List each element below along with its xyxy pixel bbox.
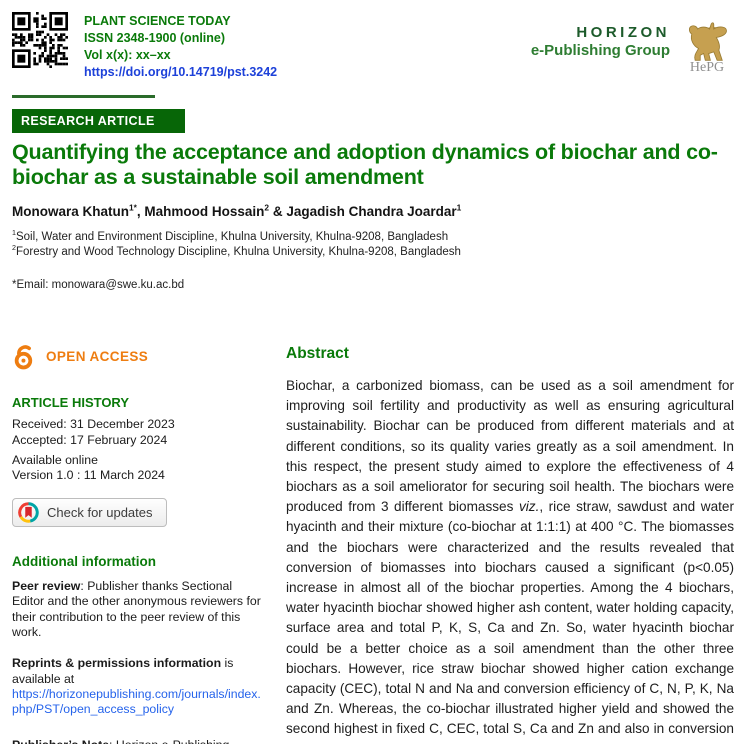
article-history-heading: ARTICLE HISTORY	[12, 395, 130, 410]
qr-code-icon	[12, 12, 68, 68]
abstract-body: Biochar, a carbonized biomass, can be us…	[286, 378, 734, 744]
article-meta-sidebar: OPEN ACCESS ARTICLE HISTORY Received: 31…	[12, 343, 264, 744]
affiliation-2: 2Forestry and Wood Technology Discipline…	[12, 244, 461, 258]
publisher-name-line1: HORIZON	[576, 24, 670, 41]
accepted-date: Accepted: 17 February 2024	[12, 432, 168, 447]
additional-information-heading: Additional information	[12, 553, 156, 569]
publisher-name: HORIZON e-Publishing Group	[531, 18, 670, 60]
journal-volume: Vol x(x): xx–xx	[84, 48, 171, 62]
crossmark-icon	[18, 502, 39, 524]
authors-line: Monowara Khatun1*, Mahmood Hossain2 & Ja…	[12, 202, 462, 219]
peer-review-note: Peer review: Publisher thanks Sectional …	[12, 579, 261, 639]
open-access-label: OPEN ACCESS	[46, 348, 149, 364]
available-online-label: Available online	[12, 452, 98, 467]
version-date: Version 1.0 : 11 March 2024	[12, 468, 165, 483]
publisher-logo: HePG	[680, 18, 734, 75]
content-columns: OPEN ACCESS ARTICLE HISTORY Received: 31…	[12, 343, 734, 744]
received-date: Received: 31 December 2023	[12, 417, 175, 432]
open-access-lock-icon	[14, 345, 33, 370]
additional-information: Additional information Peer review: Publ…	[12, 554, 264, 744]
article-type-badge: RESEARCH ARTICLE	[12, 109, 185, 133]
article-title: Quantifying the acceptance and adoption …	[12, 140, 718, 189]
abstract-section: Abstract Biochar, a carbonized biomass, …	[286, 343, 734, 744]
check-for-updates-button[interactable]: Check for updates	[12, 498, 167, 528]
griffin-logo-icon	[688, 22, 727, 61]
hyperlink[interactable]: https://horizonepublishing.com/journals/…	[12, 686, 261, 717]
publisher-logo-caption: HePG	[689, 60, 725, 75]
page-header: PLANT SCIENCE TODAY ISSN 2348-1900 (onli…	[12, 0, 734, 81]
publishers-note: Publisher’s Note: Horizon e-Publishing G…	[12, 738, 264, 744]
check-for-updates-label: Check for updates	[47, 505, 153, 521]
abstract-heading: Abstract	[286, 345, 349, 362]
doi-link[interactable]: https://doi.org/10.14719/pst.3242	[84, 65, 278, 79]
header-divider	[12, 95, 155, 98]
publisher-name-line2: e-Publishing Group	[530, 42, 670, 59]
journal-info: PLANT SCIENCE TODAY ISSN 2348-1900 (onli…	[84, 12, 277, 81]
corresponding-email: *Email: monowara@swe.ku.ac.bd	[12, 279, 185, 291]
journal-issn: ISSN 2348-1900 (online)	[84, 31, 226, 45]
affiliation-1: 1Soil, Water and Environment Discipline,…	[12, 229, 449, 243]
open-access-row: OPEN ACCESS	[12, 343, 264, 370]
publisher-block: HORIZON e-Publishing Group HePG	[531, 12, 734, 75]
reprints-permissions-note: Reprints & permissions information is av…	[12, 656, 261, 717]
affiliations: 1Soil, Water and Environment Discipline,…	[12, 230, 734, 260]
journal-name: PLANT SCIENCE TODAY	[84, 14, 231, 28]
